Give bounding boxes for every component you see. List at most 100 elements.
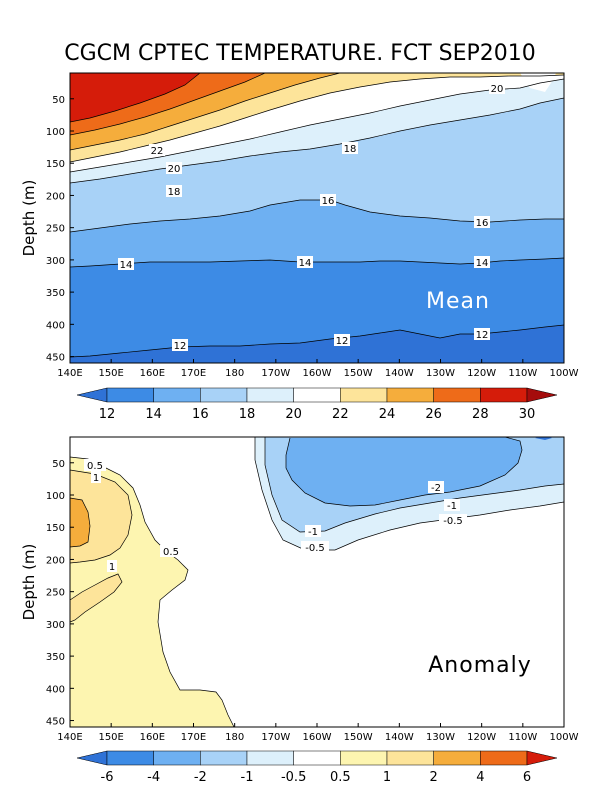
anomaly-ytick-label: 50 [52, 459, 65, 470]
mean-contour-label-bg [320, 194, 336, 206]
mean-colorbar-label: 14 [145, 407, 162, 422]
anomaly-region-negative-2 [286, 437, 522, 506]
anomaly-ytick-label: 150 [46, 523, 65, 534]
anomaly-colorbar-lower-arrow [76, 750, 108, 766]
anomaly-colorbar-box [386, 750, 434, 766]
mean-contour-14 [70, 257, 564, 268]
mean-contour-label: 12 [336, 336, 349, 347]
mean-ytick-label: 50 [52, 95, 65, 106]
anomaly-contour-1-upper [70, 469, 133, 564]
anomaly-xtick-label: 170W [261, 732, 290, 743]
anomaly-contour-label: -2 [431, 483, 441, 494]
anomaly-colorbar-label: 2 [430, 770, 438, 785]
mean-ytick-label: 350 [46, 288, 65, 299]
mean-colorbar-label: 24 [379, 407, 396, 422]
anomaly-ytick-label: 250 [46, 588, 65, 599]
anomaly-region-negative-4 [535, 437, 552, 440]
anomaly-xtick-label: 140E [57, 732, 82, 743]
anomaly-contour-label-bg [84, 459, 106, 471]
mean-contour-label: 14 [476, 258, 489, 269]
mean-contour-label-bg [342, 142, 358, 154]
mean-xtick-label: 170E [181, 368, 206, 379]
anomaly-xtick-label: 100W [550, 732, 579, 743]
mean-xtick-label: 110W [508, 368, 537, 379]
mean-ytick-label: 200 [46, 191, 65, 202]
mean-colorbar-label: 22 [332, 407, 349, 422]
anomaly-ytick-label: 450 [46, 717, 65, 728]
anomaly-panel-label: Anomaly [428, 653, 532, 678]
mean-colorbar-box [246, 387, 294, 403]
mean-contour-12 [70, 324, 564, 358]
anomaly-contour-label: -0.5 [443, 516, 463, 527]
anomaly-contour-label-bg [160, 545, 182, 557]
anomaly-contour-label: 1 [109, 562, 115, 573]
anomaly-colorbar-box [433, 750, 481, 766]
mean-xtick-label: 150W [344, 368, 373, 379]
anomaly-colorbar-label: -6 [101, 770, 114, 785]
mean-ytick-label: 100 [46, 127, 65, 138]
anomaly-xtick-label: 170E [181, 732, 206, 743]
mean-colorbar-label: 16 [192, 407, 209, 422]
anomaly-contour-label-bg [439, 514, 467, 526]
anomaly-colorbar-box [200, 750, 248, 766]
mean-ylabel: Depth (m) [20, 180, 38, 257]
anomaly-colorbar-label: -2 [194, 770, 207, 785]
mean-contour-label: 16 [476, 218, 489, 229]
mean-contour-label-bg [489, 82, 505, 94]
mean-xtick-label: 150E [98, 368, 123, 379]
anomaly-field [70, 437, 564, 727]
mean-field [70, 73, 564, 363]
mean-contour-label-bg [474, 256, 490, 268]
mean-xtick-label: 120W [467, 368, 496, 379]
anomaly-contour-neg-1 [264, 437, 564, 533]
mean-colorbar: 12 14 16 18 20 22 24 26 28 30 [76, 387, 558, 422]
mean-contour-label-bg [118, 258, 134, 270]
anomaly-contour-2-warm [70, 497, 91, 548]
anomaly-colorbar-box [480, 750, 528, 766]
mean-panel-label: Mean [426, 289, 490, 314]
mean-xtick-label: 140E [57, 368, 82, 379]
mean-colorbar-label: 26 [425, 407, 442, 422]
anomaly-contour-1-lower [70, 573, 123, 623]
anomaly-axes: 140E 150E 160E 170E 180 170W 160W 150W 140W 130W 1… [46, 459, 579, 743]
mean-ytick-label: 450 [46, 353, 65, 364]
mean-contour-label: 20 [168, 164, 181, 175]
mean-contour-label: 18 [344, 144, 357, 155]
mean-xtick-label: 140W [385, 368, 414, 379]
mean-contour-label: 18 [168, 187, 181, 198]
anomaly-contour-neg-0.5 [254, 437, 564, 551]
anomaly-contour-label: 1 [93, 473, 99, 484]
anomaly-xtick-label: 160E [140, 732, 165, 743]
mean-colorbar-label: 18 [239, 407, 256, 422]
mean-colorbar-box [200, 387, 248, 403]
mean-contour-label: 12 [174, 341, 187, 352]
mean-colorbar-box [480, 387, 528, 403]
anomaly-colorbar-label: -0.5 [281, 770, 306, 785]
anomaly-contour-label-bg [428, 481, 444, 493]
mean-axes: 140E 150E 160E 170E 180 170W 160W 150W 140W 130W 1… [46, 95, 579, 379]
anomaly-colorbar-box [153, 750, 201, 766]
anomaly-ytick-label: 100 [46, 491, 65, 502]
anomaly-xtick-label: 160W [303, 732, 332, 743]
mean-ytick-label: 400 [46, 320, 65, 331]
anomaly-contour-label-bg [91, 471, 101, 483]
mean-colorbar-lower-arrow [76, 387, 108, 403]
mean-contour-label: 14 [120, 260, 133, 271]
anomaly-colorbar-box [293, 750, 341, 766]
mean-contour-label-bg [166, 162, 182, 174]
mean-contour-28 [70, 73, 201, 123]
mean-colorbar-label: 12 [99, 407, 116, 422]
anomaly-xtick-label: 110W [508, 732, 537, 743]
mean-contour-labels: 20 22 20 18 18 16 16 14 14 14 12 12 12 [118, 82, 505, 352]
mean-contour-label: 16 [322, 196, 335, 207]
mean-colorbar-box [106, 387, 154, 403]
anomaly-contour-neg-2 [285, 437, 523, 507]
anomaly-xtick-label: 150E [98, 732, 123, 743]
mean-colorbar-box [153, 387, 201, 403]
mean-colorbar-box [340, 387, 388, 403]
anomaly-colorbar-box [340, 750, 388, 766]
anomaly-panel: 0.510.51-2-1-0.5-1-0.5 Anomaly 140E 150E 1… [20, 436, 579, 785]
mean-colorbar-label: 30 [519, 407, 536, 422]
anomaly-colorbar-label: 0.5 [330, 770, 351, 785]
